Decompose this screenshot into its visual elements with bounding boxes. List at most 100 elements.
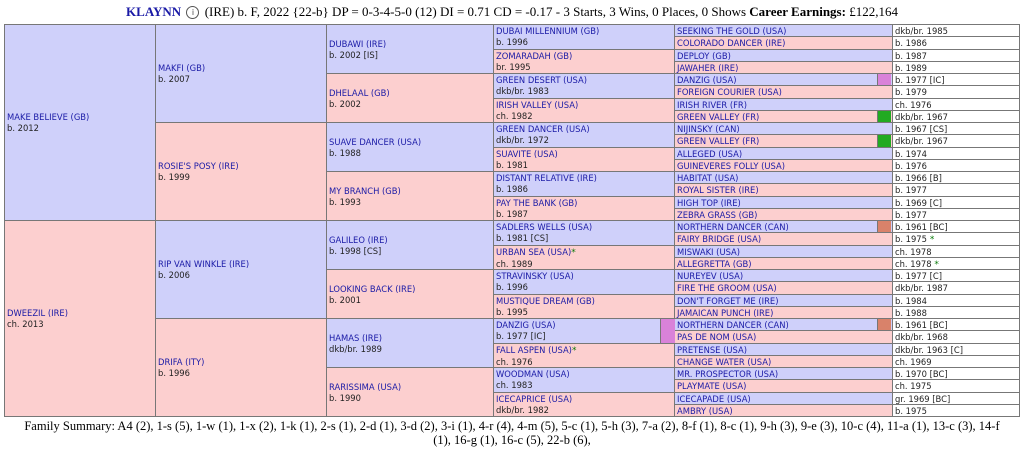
horse-link[interactable]: ROYAL SISTER (IRE)	[677, 185, 759, 196]
horse-link[interactable]: URBAN SEA (USA)	[496, 246, 572, 257]
horse-link[interactable]: FALL ASPEN (USA)	[496, 344, 572, 355]
horse-link[interactable]: STRAVINSKY (USA)	[496, 271, 574, 281]
pedigree-cell-g5: DANZIG (USA) b. 1977 [IC]	[674, 73, 1020, 87]
horse-link[interactable]: MR. PROSPECTOR (USA)	[677, 369, 779, 379]
horse-link[interactable]: ICECAPADE (USA)	[677, 393, 751, 404]
pedigree-cell-g5: NUREYEV (USA) b. 1977 [C]	[674, 269, 1020, 283]
horse-link[interactable]: FOREIGN COURIER (USA)	[677, 87, 782, 98]
horse-link[interactable]: MISWAKI (USA)	[677, 246, 741, 257]
horse-link[interactable]: PLAYMATE (USA)	[677, 381, 747, 392]
horse-info: b. 1976	[895, 160, 927, 171]
horse-link[interactable]: HIGH TOP (IRE)	[677, 197, 741, 208]
horse-link[interactable]: NIJINSKY (CAN)	[677, 124, 740, 134]
horse-link[interactable]: DON'T FORGET ME (IRE)	[677, 295, 779, 306]
pedigree-cell-g2: MAKFI (GB) b. 2007	[155, 24, 327, 123]
horse-link[interactable]: DRIFA (ITY)	[158, 357, 205, 367]
horse-link[interactable]: SADLERS WELLS (USA)	[496, 222, 593, 232]
horse-info: b. 1966 [B]	[895, 173, 942, 183]
horse-info: b. 1993	[329, 196, 361, 207]
pedigree-cell-g5: NORTHERN DANCER (CAN) b. 1961 [BC]	[674, 220, 1020, 234]
horse-link[interactable]: ICECAPRICE (USA)	[496, 393, 573, 404]
horse-link[interactable]: NUREYEV (USA)	[677, 271, 744, 281]
pedigree-cell-g5: ALLEGED (USA) b. 1974	[674, 146, 1020, 160]
pedigree-cell-g5: GREEN VALLEY (FR) dkb/br. 1967	[674, 109, 1020, 123]
horse-link[interactable]: FIRE THE GROOM (USA)	[677, 283, 777, 294]
horse-link[interactable]: DWEEZIL (IRE)	[7, 308, 68, 318]
horse-link[interactable]: DEPLOY (GB)	[677, 50, 731, 61]
pedigree-cell-g4: DISTANT RELATIVE (IRE) b. 1986	[493, 171, 675, 197]
horse-link[interactable]: JAWAHER (IRE)	[677, 62, 739, 73]
horse-info-cell: b. 1977 [C]	[892, 270, 1019, 282]
horse-link[interactable]: PRETENSE (USA)	[677, 344, 747, 355]
horse-link[interactable]: ALLEGED (USA)	[677, 148, 743, 159]
horse-link[interactable]: COLORADO DANCER (IRE)	[677, 38, 786, 49]
horse-link[interactable]: DUBAI MILLENNIUM (GB)	[496, 26, 600, 36]
horse-link[interactable]: MAKFI (GB)	[158, 63, 206, 73]
horse-link[interactable]: CHANGE WATER (USA)	[677, 356, 772, 367]
horse-link[interactable]: SUAVITE (USA)	[496, 148, 558, 159]
horse-info: dkb/br. 1982	[496, 404, 549, 415]
horse-info: b. 2006	[158, 270, 190, 280]
horse-info-cell: b. 1974	[892, 147, 1019, 159]
horse-info: dkb/br. 1989	[329, 343, 382, 354]
horse-link[interactable]: AMBRY (USA)	[677, 405, 733, 416]
pedigree-cell-g3: RARISSIMA (USA) b. 1990	[326, 367, 494, 417]
horse-link[interactable]: GREEN VALLEY (FR)	[677, 111, 760, 122]
horse-link[interactable]: MY BRANCH (GB)	[329, 185, 401, 196]
horse-link[interactable]: GREEN DESERT (USA)	[496, 75, 588, 85]
pedigree-cell-g3: MY BRANCH (GB) b. 1993	[326, 171, 494, 221]
horse-link[interactable]: RIP VAN WINKLE (IRE)	[158, 259, 250, 269]
horse-link[interactable]: MUSTIQUE DREAM (GB)	[496, 295, 595, 306]
horse-link[interactable]: GALILEO (IRE)	[329, 234, 388, 245]
horse-info: ch. 1983	[496, 380, 533, 390]
horse-link[interactable]: ALLEGRETTA (GB)	[677, 258, 752, 269]
horse-link[interactable]: DHELAAL (GB)	[329, 87, 390, 98]
horse-info-cell: b. 1984	[892, 294, 1019, 306]
horse-link[interactable]: GUINEVERES FOLLY (USA)	[677, 160, 786, 171]
horse-link[interactable]: HAMAS (IRE)	[329, 332, 383, 343]
horse-link[interactable]: PAY THE BANK (GB)	[496, 197, 578, 208]
horse-link[interactable]: RARISSIMA (USA)	[329, 381, 402, 392]
pedigree-cell-g4: ZOMARADAH (GB) br. 1995	[493, 48, 675, 74]
pedigree-cell-g4: DUBAI MILLENNIUM (GB) b. 1996	[493, 24, 675, 50]
horse-link[interactable]: IRISH RIVER (FR)	[677, 99, 747, 110]
pedigree-cell-g1: DWEEZIL (IRE) ch. 2013	[4, 220, 156, 417]
horse-link[interactable]: SUAVE DANCER (USA)	[329, 136, 422, 147]
horse-link[interactable]: ROSIE'S POSY (IRE)	[158, 161, 239, 171]
horse-info-cell: b. 1979	[892, 86, 1019, 98]
horse-info-cell: b. 1969 [C]	[892, 196, 1019, 208]
horse-link[interactable]: JAMAICAN PUNCH (IRE)	[677, 307, 774, 318]
horse-link[interactable]: WOODMAN (USA)	[496, 369, 570, 379]
horse-info-cell: b. 1961 [BC]	[892, 319, 1019, 331]
horse-link[interactable]: FAIRY BRIDGE (USA)	[677, 234, 762, 245]
pedigree-cell-g5: IRISH RIVER (FR) ch. 1976	[674, 97, 1020, 111]
horse-link[interactable]: HABITAT (USA)	[677, 173, 739, 183]
horse-link[interactable]: DANZIG (USA)	[677, 75, 737, 85]
horse-link[interactable]: NORTHERN DANCER (CAN)	[677, 222, 789, 232]
horse-link[interactable]: SEEKING THE GOLD (USA)	[677, 26, 787, 36]
horse-link[interactable]: IRISH VALLEY (USA)	[496, 99, 579, 110]
horse-info: ch. 1976	[895, 99, 932, 110]
horse-link[interactable]: GREEN DANCER (USA)	[496, 124, 590, 134]
horse-link[interactable]: GREEN VALLEY (FR)	[677, 136, 760, 147]
horse-link[interactable]: LOOKING BACK (IRE)	[329, 283, 416, 294]
horse-name[interactable]: KLAYNN	[126, 4, 182, 19]
pedigree-cell-g5: FOREIGN COURIER (USA) b. 1979	[674, 85, 1020, 99]
horse-link[interactable]: DANZIG (USA)	[496, 320, 556, 330]
horse-link[interactable]: ZEBRA GRASS (GB)	[677, 209, 758, 220]
pedigree-cell-g3: DHELAAL (GB) b. 2002	[326, 73, 494, 123]
pedigree-cell-g4: ICECAPRICE (USA) dkb/br. 1982	[493, 391, 675, 417]
earnings-label: Career Earnings:	[749, 4, 846, 19]
pedigree-cell-g3: LOOKING BACK (IRE) b. 2001	[326, 269, 494, 319]
horse-details: (IRE) b. F, 2022 {22-b} DP = 0-3-4-5-0 (…	[204, 4, 747, 19]
horse-link[interactable]: DUBAWI (IRE)	[329, 38, 387, 49]
horse-link[interactable]: PAS DE NOM (USA)	[677, 332, 757, 343]
horse-link[interactable]: ZOMARADAH (GB)	[496, 50, 573, 61]
pedigree-cell-g2: DRIFA (ITY) b. 1996	[155, 318, 327, 417]
info-circle-icon[interactable]: i	[186, 6, 200, 19]
mark-asterisk: *	[571, 247, 576, 258]
horse-link[interactable]: MAKE BELIEVE (GB)	[7, 112, 90, 122]
pedigree-cell-g5: GUINEVERES FOLLY (USA) b. 1976	[674, 158, 1020, 172]
horse-link[interactable]: NORTHERN DANCER (CAN)	[677, 320, 789, 330]
horse-link[interactable]: DISTANT RELATIVE (IRE)	[496, 173, 597, 183]
